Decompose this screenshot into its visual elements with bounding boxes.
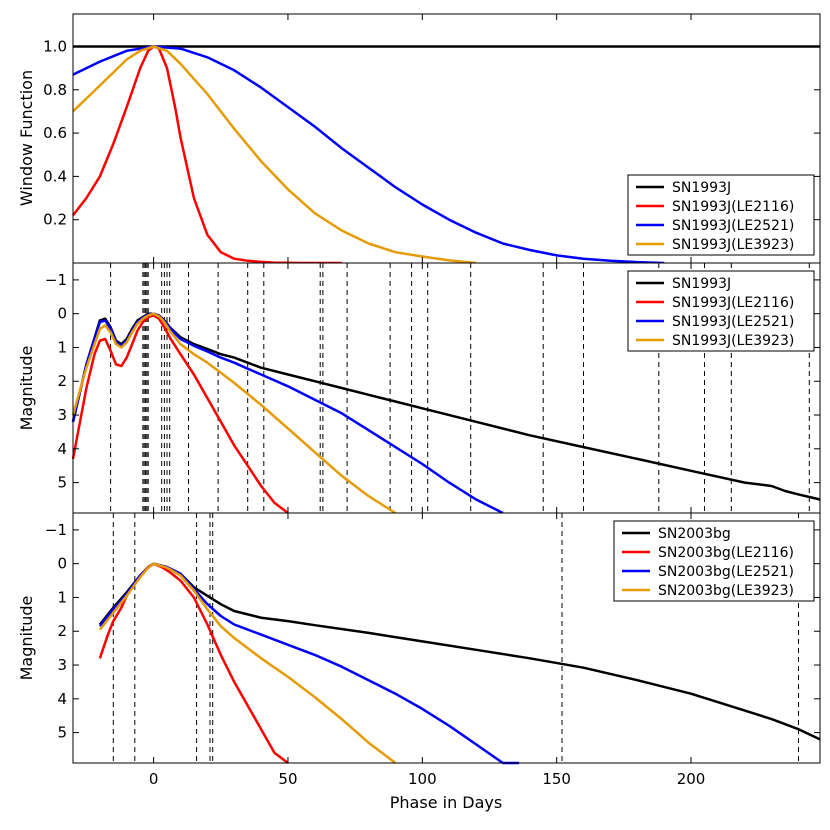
legend: SN1993J SN1993J(LE2116) SN1993J(LE2521) SN1… [627,270,815,352]
y-tick-label: −1 [45,521,67,539]
window-function-panel: 0.20.40.60.81.0 Window Function SN1993JS… [17,13,821,265]
y-axis-label: Window Function [17,70,36,206]
y-tick-label: 2 [57,372,67,390]
x-tick-label: 0 [149,770,159,788]
legend-box [627,270,815,352]
legend-label: SN2003bg(LE2521) [658,564,794,580]
legend-label: SN1993J(LE2521) [672,314,794,330]
legend-label: SN1993J [672,276,731,292]
series-line-sn1993j-le2521 [72,45,665,265]
y-tick-label: −1 [45,271,67,289]
y-tick-label: 3 [57,406,67,424]
y-tick-label: 1 [57,338,67,356]
x-tick-label: 150 [542,770,571,788]
ticks-group: 0 50 100 150 200 −1 0 1 2 3 4 5 [45,513,820,788]
series-line-sn1993j-le2116 [71,314,289,515]
y-tick-label: 0.6 [43,124,67,142]
epoch-lines [110,263,810,513]
y-tick-label: 3 [57,656,67,674]
legend-label: SN1993J(LE2521) [672,218,794,234]
y-tick-label: 5 [57,724,67,742]
legend-label: SN2003bg(LE3923) [658,583,794,599]
y-tick-label: 4 [57,440,67,458]
y-tick-label: 2 [57,622,67,640]
legend-box [627,174,815,256]
series-group [98,562,821,765]
y-tick-label: 0 [57,555,67,573]
legend-label: SN2003bg [658,526,731,542]
legend: SN2003bg SN2003bg(LE2116) SN2003bg(LE2521)… [613,520,815,602]
series-line-sn2003bg-le2116 [98,562,289,765]
y-tick-label: 5 [57,474,67,492]
y-axis-label: Magnitude [17,346,36,431]
x-axis-label: Phase in Days [390,793,502,812]
legend-label: SN1993J(LE2116) [672,199,794,215]
epoch-lines [112,513,799,763]
legend: SN1993J SN1993J(LE2116) SN1993J(LE2521) SN1… [627,174,815,256]
legend-label: SN2003bg(LE2116) [658,545,794,561]
ticks-group: 0.2 0.4 0.6 0.8 1.0 [43,14,820,263]
y-tick-label: 0.4 [43,167,67,185]
y-tick-label: 4 [57,690,67,708]
x-tick-label: 200 [677,770,706,788]
sn1993j-panel: −1 0 1 2 3 4 5 Magnitude SN1993J SN1993J(LE2116… [17,262,821,515]
x-tick-label: 50 [278,770,297,788]
y-tick-label: 0.8 [43,81,67,99]
ticks-group: −1 0 1 2 3 4 5 [45,263,820,513]
y-tick-label: 1 [57,588,67,606]
y-tick-label: 0.2 [43,211,67,229]
plot-frame [72,512,821,764]
legend-label: SN1993J(LE2116) [672,295,794,311]
y-axis-label: Magnitude [17,596,36,681]
y-tick-label: 0 [57,305,67,323]
x-tick-label: 100 [408,770,437,788]
series-line-sn1993j-le3923 [72,45,477,265]
legend-box [613,520,815,602]
series-line-sn1993j-le3923 [71,312,397,515]
series-group [71,312,821,515]
legend-label: SN1993J [672,180,731,196]
legend-label: SN1993J(LE3923) [672,333,794,349]
y-tick-label: 1.0 [43,37,67,55]
series-line-sn2003bg-le3923 [98,562,397,764]
series-group [72,45,820,265]
legend-label: SN1993J(LE3923) [672,237,794,253]
